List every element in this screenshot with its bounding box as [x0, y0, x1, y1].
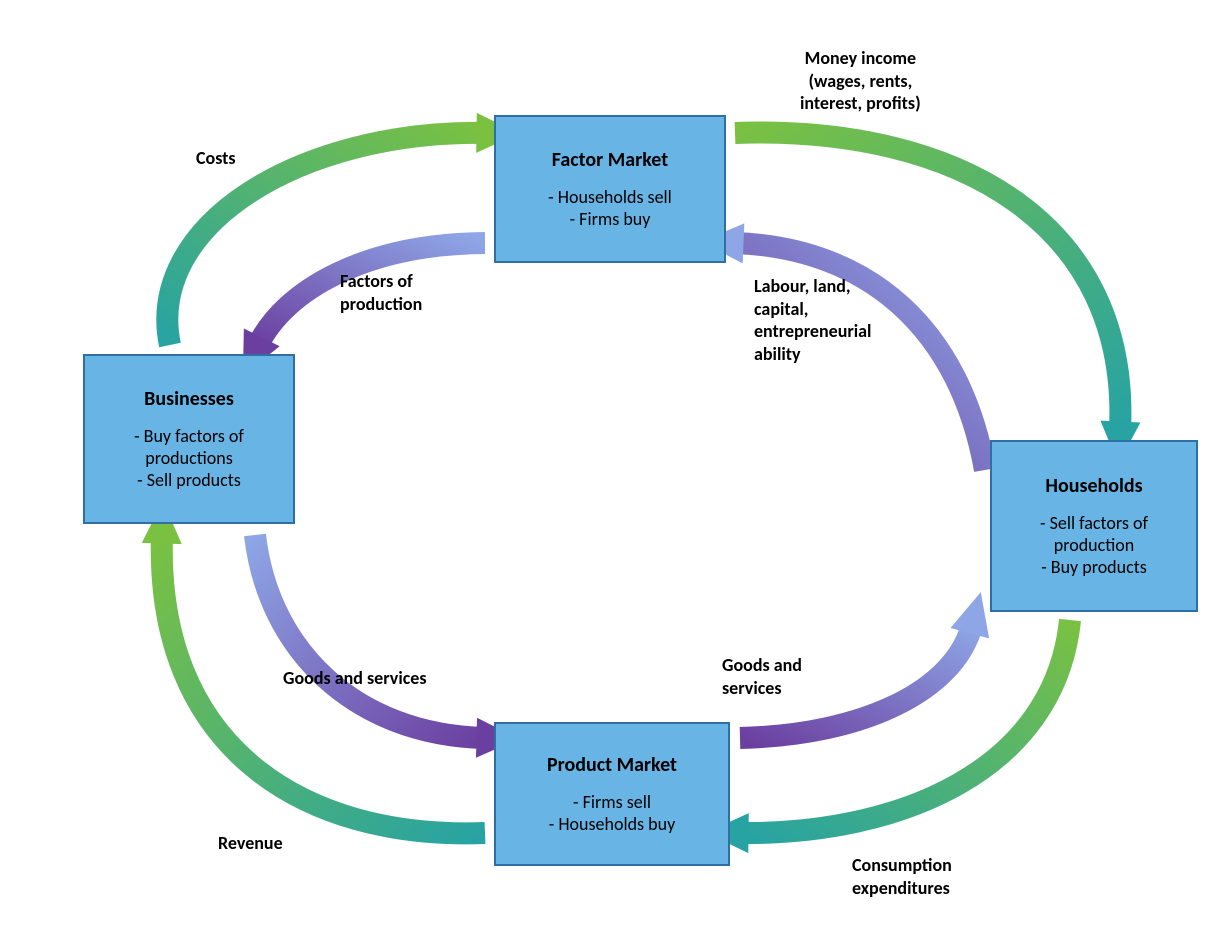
- label-consumption: Consumptionexpenditures: [852, 854, 952, 899]
- node-body: - Households sell- Firms buy: [506, 186, 714, 230]
- node-households: Households - Sell factors ofproduction- …: [990, 440, 1198, 612]
- label-goods-services-left: Goods and services: [283, 667, 427, 690]
- label-revenue: Revenue: [218, 832, 283, 855]
- node-factor-market: Factor Market - Households sell- Firms b…: [494, 115, 726, 263]
- node-title: Households: [1002, 474, 1186, 498]
- node-title: Businesses: [95, 387, 283, 411]
- node-title: Product Market: [506, 753, 718, 777]
- node-body: - Buy factors ofproductions- Sell produc…: [95, 425, 283, 491]
- label-costs: Costs: [196, 147, 236, 170]
- label-labour-land: Labour, land,capital,entrepreneurialabil…: [754, 275, 871, 365]
- node-body: - Sell factors ofproduction- Buy product…: [1002, 512, 1186, 578]
- label-factors-of-production: Factors ofproduction: [340, 270, 422, 315]
- label-money-income: Money income(wages, rents,interest, prof…: [800, 47, 921, 115]
- node-businesses: Businesses - Buy factors ofproductions- …: [83, 354, 295, 524]
- label-goods-services-right: Goods andservices: [722, 654, 802, 699]
- node-title: Factor Market: [506, 148, 714, 172]
- node-body: - Firms sell- Households buy: [506, 791, 718, 835]
- node-product-market: Product Market - Firms sell- Households …: [494, 722, 730, 866]
